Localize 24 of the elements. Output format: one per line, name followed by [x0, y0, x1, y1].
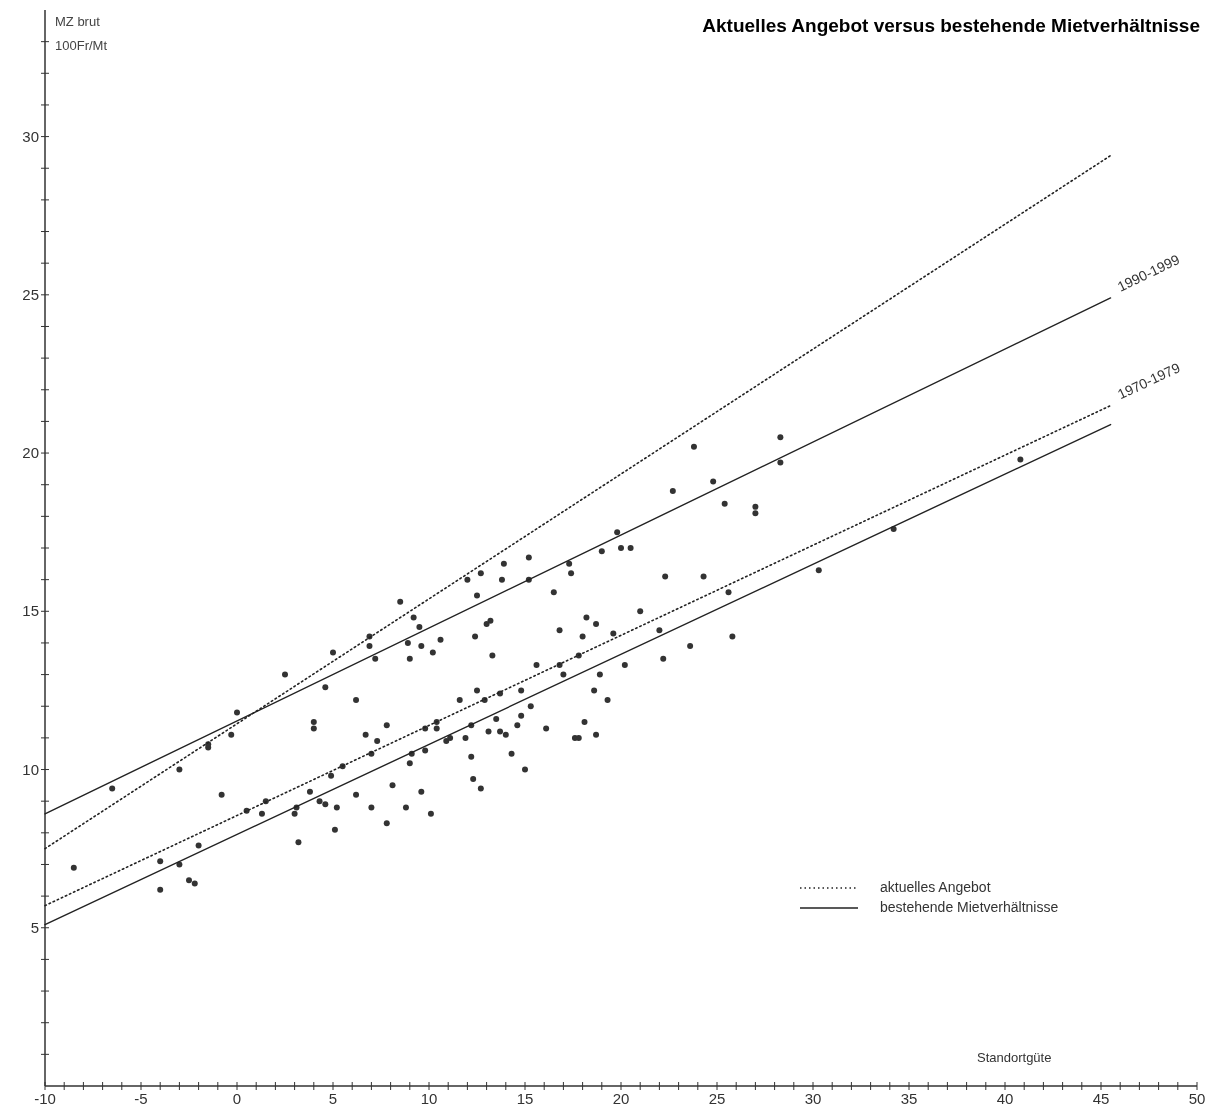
y-axis-title: MZ brut 100Fr/Mt — [55, 14, 108, 53]
y-tick-label: 5 — [30, 918, 39, 936]
x-tick-label: 30 — [804, 1090, 822, 1107]
x-tick-label: 20 — [612, 1090, 630, 1107]
x-tick-label: 40 — [996, 1090, 1014, 1107]
x-tick-label: -5 — [134, 1090, 148, 1107]
x-axis-title: Standortgüte — [977, 1050, 1052, 1065]
x-tick-label: 0 — [232, 1090, 242, 1107]
x-tick-label: 25 — [708, 1090, 726, 1107]
x-tick-label: 10 — [420, 1090, 438, 1107]
x-tick-label: 45 — [1092, 1090, 1110, 1107]
x-tick-label: 5 — [328, 1090, 338, 1107]
y-tick-label: 15 — [22, 602, 39, 620]
y-tick-label: 25 — [22, 285, 39, 303]
legend-label: aktuelles Angebot — [880, 879, 991, 895]
x-tick-label: 50 — [1188, 1090, 1206, 1107]
x-tick-label: 35 — [900, 1090, 918, 1107]
y-tick-label: 30 — [22, 127, 39, 145]
x-tick-label: 15 — [516, 1090, 534, 1107]
x-tick-label: -10 — [34, 1090, 56, 1107]
chart-title: Aktuelles Angebot versus bestehende Mietverhältnisse — [702, 15, 1200, 36]
legend-label: bestehende Mietverhältnisse — [880, 899, 1059, 915]
y-tick-label: 20 — [22, 444, 39, 462]
y-tick-label: 10 — [22, 760, 39, 778]
